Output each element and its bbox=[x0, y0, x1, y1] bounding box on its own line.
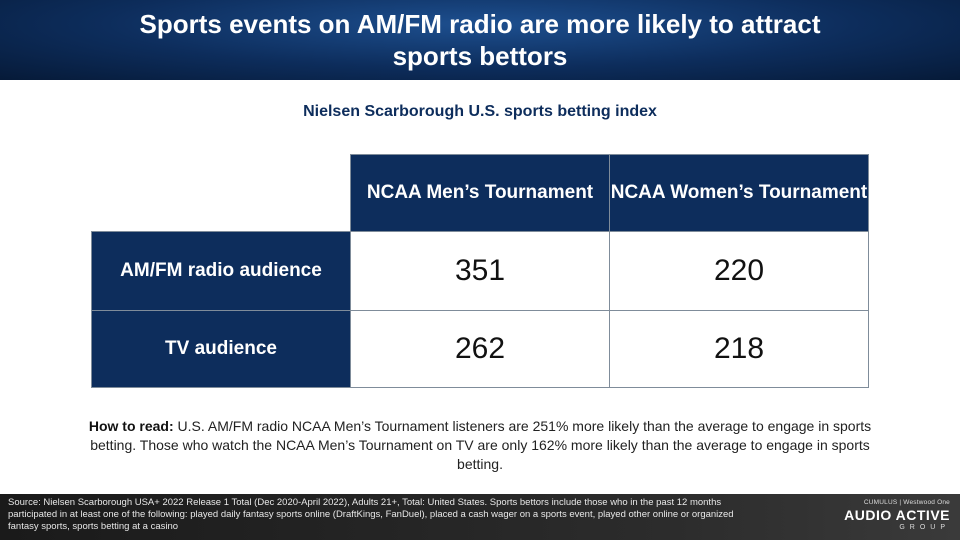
table-header-row: NCAA Men’s Tournament NCAA Women’s Tourn… bbox=[92, 154, 869, 232]
table-corner bbox=[92, 155, 351, 232]
logo-wordmark: AUDIO ACTIVE bbox=[844, 507, 950, 523]
cell-tv-mens: 262 bbox=[350, 310, 610, 388]
row-header-tv: TV audience bbox=[91, 310, 351, 388]
table-subtitle: Nielsen Scarborough U.S. sports betting … bbox=[303, 103, 657, 120]
page-title: Sports events on AM/FM radio are more li… bbox=[139, 9, 821, 71]
cell-amfm-womens: 220 bbox=[609, 231, 869, 311]
row-header-amfm-radio: AM/FM radio audience bbox=[91, 231, 351, 311]
table-row: TV audience 262 218 bbox=[91, 310, 869, 388]
audio-active-group-logo: CUMULUS | Westwood One AUDIO ACTIVE GROU… bbox=[820, 498, 950, 532]
cell-amfm-mens: 351 bbox=[350, 231, 610, 311]
how-to-read-text: U.S. AM/FM radio NCAA Men’s Tournament l… bbox=[90, 418, 872, 472]
footer-bar: Source: Nielsen Scarborough USA+ 2022 Re… bbox=[0, 494, 960, 540]
logo-brand-line: CUMULUS | Westwood One bbox=[863, 499, 950, 506]
column-header-ncaa-womens: NCAA Women’s Tournament bbox=[609, 154, 869, 232]
title-banner: Sports events on AM/FM radio are more li… bbox=[0, 0, 960, 80]
table-row: AM/FM radio audience 351 220 bbox=[91, 231, 869, 311]
betting-index-table: NCAA Men’s Tournament NCAA Women’s Tourn… bbox=[91, 154, 869, 388]
logo-subline: GROUP bbox=[899, 524, 950, 531]
how-to-read-note: How to read: U.S. AM/FM radio NCAA Men’s… bbox=[80, 417, 880, 474]
how-to-read-label: How to read: bbox=[88, 418, 174, 434]
source-note: Source: Nielsen Scarborough USA+ 2022 Re… bbox=[8, 497, 734, 532]
cell-tv-womens: 218 bbox=[609, 310, 869, 388]
column-header-ncaa-mens: NCAA Men’s Tournament bbox=[350, 154, 610, 232]
